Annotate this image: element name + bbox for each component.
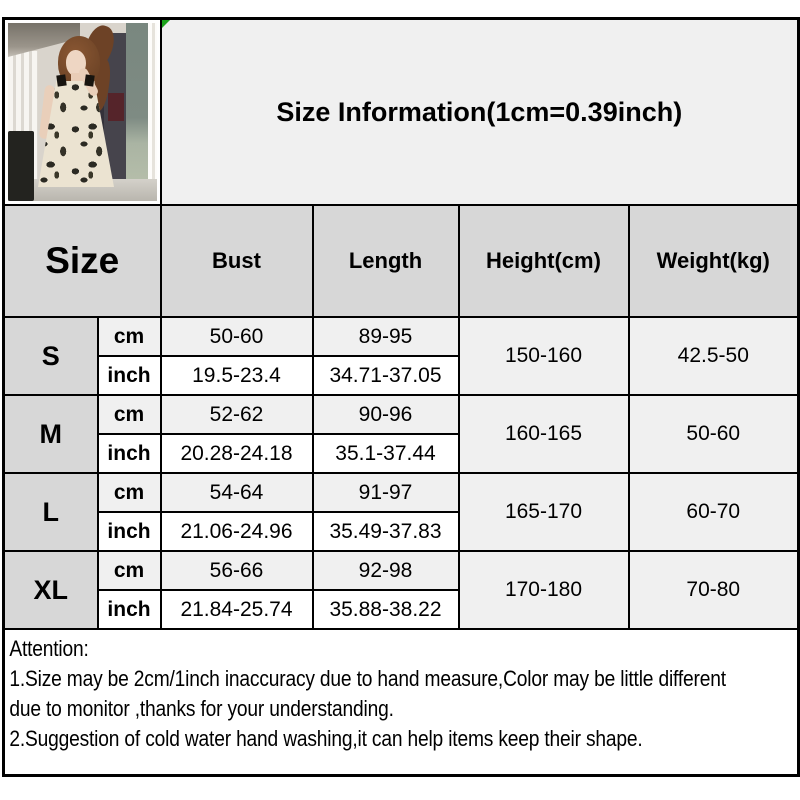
attention-line-2: due to monitor ,thanks for your understa… bbox=[9, 696, 394, 721]
bust-cm-l: 54-64 bbox=[159, 472, 314, 513]
bust-cm-xl: 56-66 bbox=[159, 550, 314, 591]
attention-cell: Attention: 1.Size may be 2cm/1inch inacc… bbox=[2, 628, 800, 776]
size-label-m: M bbox=[2, 394, 99, 474]
green-flag-icon bbox=[162, 20, 170, 28]
dress-strap-right bbox=[84, 74, 95, 87]
weight-m: 50-60 bbox=[627, 394, 800, 474]
height-s: 150-160 bbox=[457, 316, 630, 396]
length-cm-s: 89-95 bbox=[311, 316, 460, 357]
col-header-height: Height(cm) bbox=[457, 204, 630, 318]
weight-l: 60-70 bbox=[627, 472, 800, 552]
size-label-xl: XL bbox=[2, 550, 99, 630]
length-cm-xl: 92-98 bbox=[311, 550, 460, 591]
size-label-l: L bbox=[2, 472, 99, 552]
bust-inch-m: 20.28-24.18 bbox=[159, 433, 314, 474]
title-cell: Size Information(1cm=0.39inch) bbox=[159, 17, 800, 206]
attention-note: Attention: 1.Size may be 2cm/1inch inacc… bbox=[6, 631, 797, 754]
bust-inch-l: 21.06-24.96 bbox=[159, 511, 314, 552]
length-inch-m: 35.1-37.44 bbox=[311, 433, 460, 474]
weight-s: 42.5-50 bbox=[627, 316, 800, 396]
bust-cm-s: 50-60 bbox=[159, 316, 314, 357]
unit-inch-l: inch bbox=[96, 511, 162, 552]
unit-inch-xl: inch bbox=[96, 589, 162, 630]
unit-cm-xl: cm bbox=[96, 550, 162, 591]
col-header-bust: Bust bbox=[159, 204, 314, 318]
teal-curtain bbox=[126, 23, 151, 195]
wardrobe-panel bbox=[108, 93, 124, 121]
unit-cm-m: cm bbox=[96, 394, 162, 435]
col-header-size: Size bbox=[2, 204, 162, 318]
sheer-curtain-right bbox=[148, 23, 157, 193]
unit-cm-l: cm bbox=[96, 472, 162, 513]
length-cm-l: 91-97 bbox=[311, 472, 460, 513]
weight-xl: 70-80 bbox=[627, 550, 800, 630]
col-header-length: Length bbox=[311, 204, 460, 318]
col-header-weight: Weight(kg) bbox=[627, 204, 800, 318]
bust-inch-s: 19.5-23.4 bbox=[159, 355, 314, 396]
size-chart-sheet: Size Information(1cm=0.39inch) Size Bust… bbox=[2, 17, 800, 777]
bust-inch-xl: 21.84-25.74 bbox=[159, 589, 314, 630]
attention-line-1: 1.Size may be 2cm/1inch inaccuracy due t… bbox=[9, 666, 726, 691]
page-title: Size Information(1cm=0.39inch) bbox=[276, 96, 683, 127]
size-label-s: S bbox=[2, 316, 99, 396]
model-floral-dress bbox=[38, 81, 114, 187]
model-neck bbox=[71, 73, 83, 83]
product-photo bbox=[8, 23, 157, 201]
height-l: 165-170 bbox=[457, 472, 630, 552]
attention-line-3: 2.Suggestion of cold water hand washing,… bbox=[9, 726, 643, 751]
length-cm-m: 90-96 bbox=[311, 394, 460, 435]
length-inch-s: 34.71-37.05 bbox=[311, 355, 460, 396]
attention-heading: Attention: bbox=[9, 636, 89, 661]
unit-inch-m: inch bbox=[96, 433, 162, 474]
bust-cm-m: 52-62 bbox=[159, 394, 314, 435]
unit-inch-s: inch bbox=[96, 355, 162, 396]
height-xl: 170-180 bbox=[457, 550, 630, 630]
size-table: Size Information(1cm=0.39inch) Size Bust… bbox=[2, 17, 800, 777]
height-m: 160-165 bbox=[457, 394, 630, 474]
dress-strap-left bbox=[56, 74, 67, 87]
length-inch-xl: 35.88-38.22 bbox=[311, 589, 460, 630]
product-photo-cell bbox=[2, 17, 162, 206]
dark-object bbox=[8, 131, 34, 201]
length-inch-l: 35.49-37.83 bbox=[311, 511, 460, 552]
unit-cm-s: cm bbox=[96, 316, 162, 357]
